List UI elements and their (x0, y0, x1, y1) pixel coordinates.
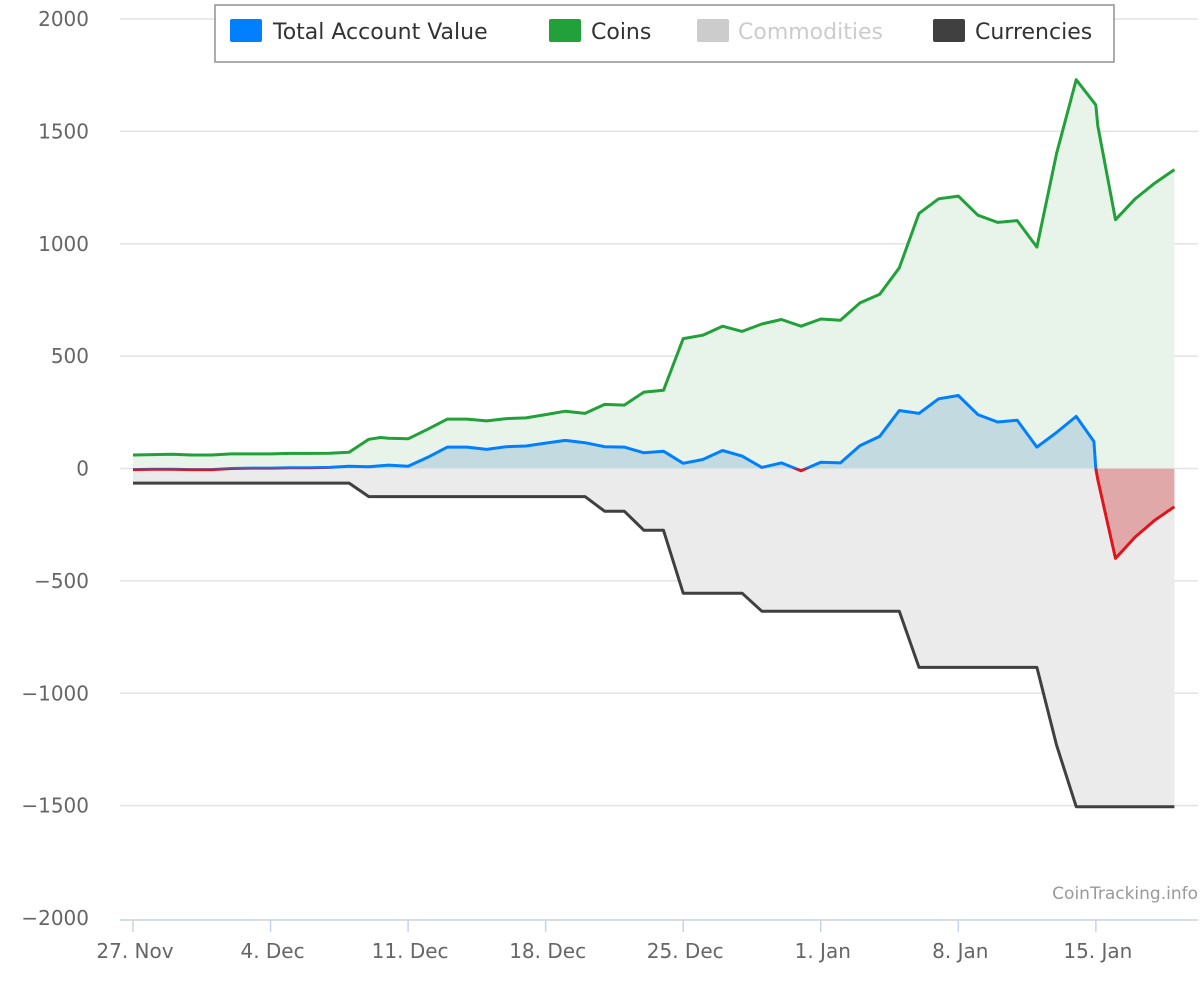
y-tick-label: 1500 (38, 119, 89, 143)
line-currencies[interactable] (133, 481, 1175, 809)
x-tick-label-4-dec: 4. Dec (240, 939, 304, 963)
area-coins (133, 79, 1175, 469)
area-currencies (133, 468, 1175, 807)
y-tick-label: −500 (34, 569, 89, 593)
legend-swatch-currencies (933, 19, 965, 42)
y-tick-label: −2000 (21, 906, 89, 930)
legend-label-commodities: Commodities (738, 20, 883, 45)
series-lines (132, 78, 1176, 809)
x-tick-label-25-dec: 25. Dec (647, 939, 724, 963)
legend-swatch-total-account-value (230, 19, 262, 42)
legend-swatch-coins (549, 19, 581, 42)
x-tick-label-18-dec: 18. Dec (509, 939, 586, 963)
axes: 2000 1500 1000 500 0 −500 −1000 −1500 −2000 27. N… (21, 7, 1198, 963)
legend-item-commodities[interactable]: Commodities (697, 19, 883, 45)
y-tick-label: 2000 (38, 7, 89, 31)
legend-label-total-account-value: Total Account Value (272, 20, 488, 45)
x-tick-label-15-jan: 15. Jan (1063, 939, 1132, 963)
legend-label-currencies: Currencies (975, 20, 1092, 45)
legend-item-coins[interactable]: Coins (549, 19, 651, 45)
line-total-account-value[interactable] (132, 394, 1174, 559)
y-tick-label: −1500 (21, 794, 89, 818)
legend-swatch-commodities (697, 19, 729, 42)
y-tick-label: 0 (76, 457, 89, 481)
x-tick-label-11-dec: 11. Dec (372, 939, 449, 963)
y-tick-label: −1000 (21, 681, 89, 705)
legend: Total Account Value Coins Commodities Cu… (214, 4, 1115, 63)
y-tick-label: 1000 (38, 232, 89, 256)
line-coins[interactable] (132, 78, 1176, 457)
x-tick-label-1-jan: 1. Jan (795, 939, 851, 963)
x-tick-label-27-nov: 27. Nov (96, 939, 173, 963)
y-tick-label: 500 (51, 344, 89, 368)
legend-item-currencies[interactable]: Currencies (933, 19, 1092, 45)
series-areas (133, 79, 1175, 807)
legend-label-coins: Coins (591, 20, 651, 45)
legend-item-total-account-value[interactable]: Total Account Value (230, 19, 488, 45)
x-tick-label-8-jan: 8. Jan (932, 939, 988, 963)
credits-link[interactable]: CoinTracking.info (1052, 884, 1198, 904)
